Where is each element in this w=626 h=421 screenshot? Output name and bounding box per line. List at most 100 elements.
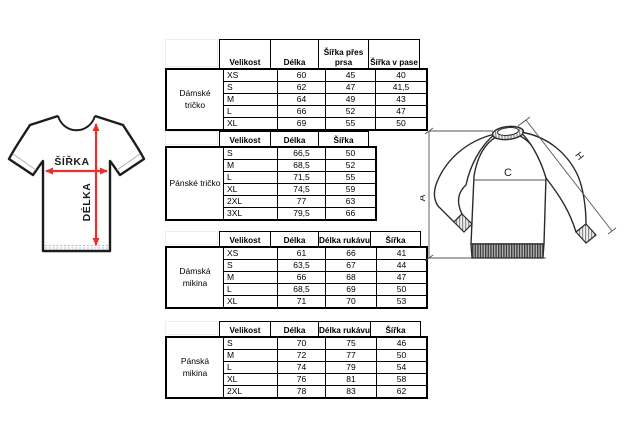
value-cell: 66 bbox=[325, 207, 377, 221]
value-cell: 53 bbox=[376, 295, 428, 309]
value-cell: 68 bbox=[325, 271, 377, 284]
value-cell: 72 bbox=[277, 349, 326, 362]
value-cell: 83 bbox=[325, 385, 377, 399]
size-cell: S bbox=[223, 81, 278, 94]
value-cell: 50 bbox=[376, 349, 428, 362]
dimension-line-h bbox=[517, 116, 617, 235]
value-cell: 74,5 bbox=[277, 183, 326, 196]
value-cell: 59 bbox=[325, 183, 377, 196]
value-cell: 43 bbox=[375, 93, 428, 106]
value-cell: 75 bbox=[325, 336, 377, 350]
size-cell: L bbox=[223, 361, 278, 374]
size-cell: XS bbox=[223, 246, 278, 260]
size-table-womens-tshirt: Velikost Délka Šířka přes prsa Šířka v pase… bbox=[165, 39, 428, 131]
sleeve-hem-line-left bbox=[12, 153, 37, 171]
table-spacer bbox=[165, 309, 428, 321]
column-header: Šířka bbox=[369, 231, 421, 246]
size-cell: XS bbox=[223, 68, 278, 82]
value-cell: 47 bbox=[375, 105, 428, 118]
column-header: Délka rukávu bbox=[318, 321, 371, 336]
value-cell: 50 bbox=[325, 146, 377, 160]
size-tables: Velikost Délka Šířka přes prsa Šířka v pase… bbox=[165, 39, 428, 399]
collar-inner bbox=[497, 127, 519, 136]
size-cell: XL bbox=[223, 373, 278, 386]
category-label: Dámské tričko bbox=[165, 68, 224, 131]
value-cell: 46 bbox=[376, 336, 428, 350]
column-header: Velikost bbox=[219, 231, 271, 246]
value-cell: 69 bbox=[277, 117, 326, 131]
value-cell: 78 bbox=[277, 385, 326, 399]
value-cell: 79,5 bbox=[277, 207, 326, 221]
value-cell: 71 bbox=[277, 295, 326, 309]
sleeve-hem-line-right bbox=[116, 153, 141, 171]
column-header: Šířka bbox=[369, 321, 421, 336]
value-cell: 70 bbox=[277, 336, 326, 350]
value-cell: 52 bbox=[325, 159, 377, 172]
value-cell: 74 bbox=[277, 361, 326, 374]
value-cell: 64 bbox=[277, 93, 326, 106]
value-cell: 76 bbox=[277, 373, 326, 386]
size-cell: L bbox=[223, 105, 278, 118]
size-cell: M bbox=[223, 93, 278, 106]
size-cell: 3XL bbox=[223, 207, 278, 221]
column-header: Šířka bbox=[318, 131, 369, 146]
value-cell: 66,5 bbox=[277, 146, 326, 160]
value-cell: 66 bbox=[277, 105, 326, 118]
sleeve-h-label: H bbox=[572, 150, 585, 162]
size-cell: S bbox=[223, 146, 278, 160]
value-cell: 67 bbox=[325, 259, 377, 272]
column-header: Délka rukávu bbox=[318, 231, 371, 246]
left-sleeve bbox=[433, 133, 496, 223]
hem-band bbox=[470, 243, 545, 259]
value-cell: 66 bbox=[277, 271, 326, 284]
size-cell: XL bbox=[223, 183, 278, 196]
size-table-womens-hoodie: Velikost Délka Délka rukávu Šířka Dámská mik… bbox=[165, 231, 428, 309]
tshirt-diagram: ŠÍŘKA DÉLKA bbox=[7, 114, 146, 253]
size-table-mens-hoodie: Velikost Délka Délka rukávu Šířka Pánská mik… bbox=[165, 321, 428, 399]
value-cell: 45 bbox=[325, 68, 376, 82]
size-cell: XL bbox=[223, 117, 278, 131]
column-header: Délka bbox=[270, 39, 319, 68]
value-cell: 55 bbox=[325, 117, 376, 131]
collar-inner bbox=[57, 115, 96, 132]
value-cell: 55 bbox=[325, 171, 377, 184]
value-cell: 77 bbox=[277, 195, 326, 208]
value-cell: 60 bbox=[277, 68, 326, 82]
column-header: Velikost bbox=[219, 321, 271, 336]
column-header: Délka bbox=[270, 231, 319, 246]
column-header: Šířka přes prsa bbox=[318, 39, 369, 68]
category-label: Dámská mikina bbox=[165, 246, 224, 309]
value-cell: 61 bbox=[277, 246, 326, 260]
left-cuff bbox=[453, 213, 473, 233]
value-cell: 69 bbox=[325, 283, 377, 296]
value-cell: 41 bbox=[376, 246, 428, 260]
column-header: Šířka v pase bbox=[368, 39, 420, 68]
value-cell: 50 bbox=[376, 283, 428, 296]
size-cell: M bbox=[223, 159, 278, 172]
length-a-label: A bbox=[420, 194, 428, 201]
value-cell: 49 bbox=[325, 93, 376, 106]
size-cell: 2XL bbox=[223, 195, 278, 208]
value-cell: 77 bbox=[325, 349, 377, 362]
length-label: DÉLKA bbox=[80, 183, 93, 222]
column-header: Délka bbox=[270, 131, 319, 146]
chest-c-label: C bbox=[504, 167, 512, 179]
column-header: Délka bbox=[270, 321, 319, 336]
value-cell: 70 bbox=[325, 295, 377, 309]
column-header: Velikost bbox=[219, 39, 271, 68]
size-cell: S bbox=[223, 336, 278, 350]
value-cell: 68,5 bbox=[277, 283, 326, 296]
value-cell: 40 bbox=[375, 68, 428, 82]
value-cell: 47 bbox=[376, 271, 428, 284]
table-spacer bbox=[165, 221, 428, 231]
size-cell: 2XL bbox=[223, 385, 278, 399]
value-cell: 79 bbox=[325, 361, 377, 374]
value-cell: 54 bbox=[376, 361, 428, 374]
value-cell: 71,5 bbox=[277, 171, 326, 184]
value-cell: 52 bbox=[325, 105, 376, 118]
value-cell: 68,5 bbox=[277, 159, 326, 172]
size-cell: L bbox=[223, 283, 278, 296]
tshirt-outline bbox=[7, 114, 146, 253]
value-cell: 44 bbox=[376, 259, 428, 272]
